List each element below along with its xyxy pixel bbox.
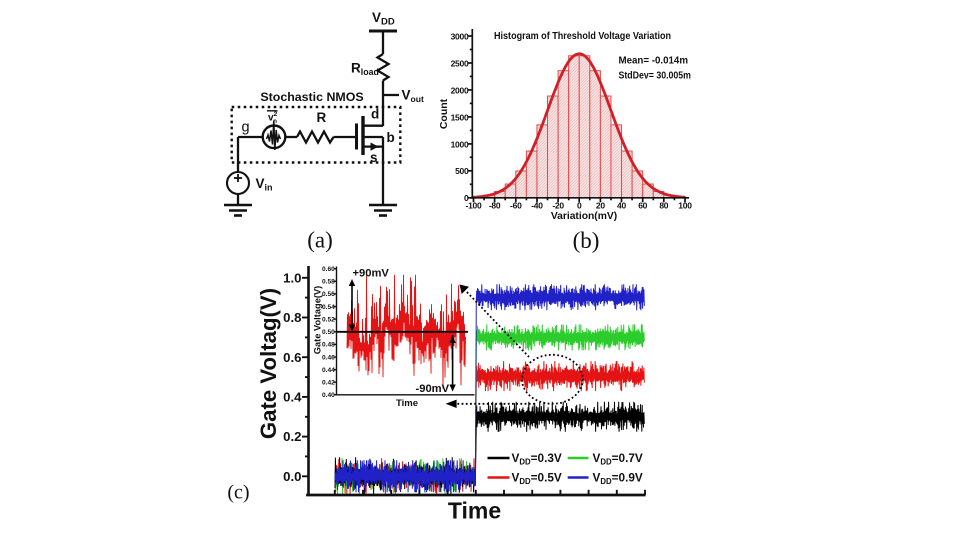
- svg-text:0.48: 0.48: [322, 342, 335, 349]
- svg-text:0.44: 0.44: [322, 367, 335, 374]
- svg-text:VDD=0.7V: VDD=0.7V: [593, 451, 643, 466]
- svg-text:0.56: 0.56: [322, 291, 335, 298]
- svg-text:Count: Count: [438, 98, 450, 129]
- svg-text:1500: 1500: [451, 112, 469, 122]
- svg-text:0: 0: [464, 193, 469, 203]
- svg-text:VDD=0.3V: VDD=0.3V: [512, 451, 562, 466]
- svg-text:3000: 3000: [451, 31, 469, 41]
- svg-text:-60: -60: [510, 201, 522, 211]
- svg-text:d: d: [371, 107, 379, 122]
- svg-text:-20: -20: [552, 201, 564, 211]
- svg-text:VDD=0.9V: VDD=0.9V: [593, 471, 643, 486]
- svg-text:-40: -40: [531, 201, 543, 211]
- svg-text:0.40: 0.40: [322, 392, 335, 399]
- svg-text:g: g: [242, 120, 250, 136]
- svg-text:40: 40: [617, 201, 626, 211]
- svg-text:2000: 2000: [451, 85, 469, 95]
- svg-text:500: 500: [455, 166, 469, 176]
- svg-text:Stochastic NMOS: Stochastic NMOS: [260, 90, 363, 104]
- svg-text:0.42: 0.42: [322, 380, 335, 387]
- svg-text:VDD=0.5V: VDD=0.5V: [512, 471, 562, 486]
- svg-text:b: b: [387, 130, 395, 145]
- svg-text:(a): (a): [307, 228, 333, 253]
- svg-text:0.54: 0.54: [322, 304, 335, 311]
- svg-text:Gate Voltag(V): Gate Voltag(V): [256, 288, 281, 439]
- svg-text:0.58: 0.58: [322, 279, 335, 286]
- svg-text:-80: -80: [489, 201, 501, 211]
- svg-text:2500: 2500: [451, 58, 469, 68]
- svg-text:v2n: v2 n: [268, 111, 278, 125]
- svg-text:Histogram of Threshold Voltage: Histogram of Threshold Voltage Variation: [494, 31, 671, 42]
- svg-text:20: 20: [596, 201, 605, 211]
- svg-text:0: 0: [577, 201, 582, 211]
- svg-text:1.0: 1.0: [283, 270, 301, 285]
- svg-text:60: 60: [638, 201, 647, 211]
- svg-text:R: R: [317, 110, 327, 125]
- svg-text:StdDev= 30.005m: StdDev= 30.005m: [619, 71, 692, 82]
- svg-text:0.52: 0.52: [322, 316, 335, 323]
- svg-text:(c): (c): [227, 481, 249, 503]
- svg-text:Variation(mV): Variation(mV): [551, 211, 617, 222]
- svg-text:100: 100: [678, 201, 692, 211]
- svg-text:0.8: 0.8: [283, 310, 301, 325]
- svg-text:0.0: 0.0: [283, 469, 301, 484]
- svg-text:0.60: 0.60: [322, 266, 335, 273]
- svg-text:-90mV: -90mV: [416, 383, 450, 395]
- svg-text:0.46: 0.46: [322, 354, 335, 361]
- svg-text:0.4: 0.4: [283, 390, 302, 405]
- svg-text:0.2: 0.2: [283, 429, 301, 444]
- svg-text:0.6: 0.6: [283, 350, 301, 365]
- svg-text:1000: 1000: [451, 139, 469, 149]
- svg-text:Mean= -0.014m: Mean= -0.014m: [619, 56, 689, 67]
- svg-text:0.50: 0.50: [322, 329, 335, 336]
- svg-text:80: 80: [659, 201, 668, 211]
- svg-text:Gate Voltage(V): Gate Voltage(V): [313, 286, 323, 355]
- svg-text:+90mV: +90mV: [353, 268, 390, 280]
- svg-text:Time: Time: [448, 498, 501, 524]
- svg-text:s: s: [370, 150, 378, 165]
- svg-text:(b): (b): [573, 228, 600, 253]
- svg-text:Time: Time: [396, 398, 418, 409]
- svg-text:-100: -100: [465, 201, 482, 211]
